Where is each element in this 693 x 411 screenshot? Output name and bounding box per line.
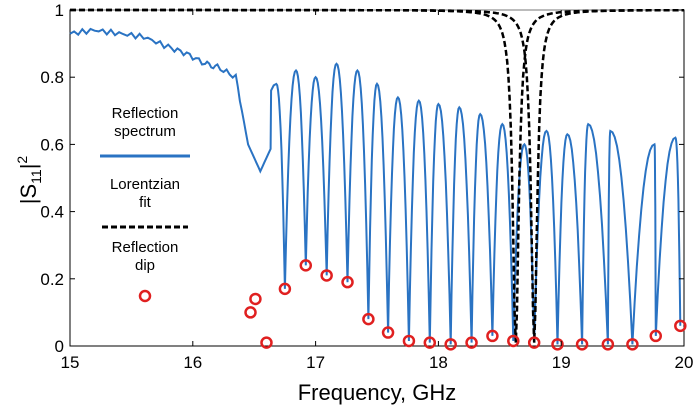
reflection-dip-marker	[649, 329, 663, 343]
reflection-dip-marker	[551, 338, 564, 351]
legend-label: Reflection	[112, 105, 179, 122]
lorentzian-fit-line	[70, 8, 684, 343]
reflection-dip-marker	[626, 338, 639, 351]
y-tick-label: 0.4	[40, 203, 64, 222]
y-tick-label: 1	[55, 1, 64, 20]
reflection-dip-marker	[381, 326, 395, 339]
y-tick-label: 0.8	[40, 68, 64, 87]
dip-layer	[244, 259, 687, 351]
y-tick-label: 0.6	[40, 135, 64, 154]
reflection-dip-marker	[402, 334, 416, 348]
y-axis-title-subscript: 11	[28, 169, 44, 184]
legend-label: spectrum	[114, 123, 176, 140]
reflection-layer	[69, 27, 682, 345]
reflection-dip-marker	[423, 336, 437, 349]
x-tick-label: 15	[61, 353, 80, 372]
reflection-dip-marker	[465, 336, 478, 349]
reflection-dip-marker	[444, 338, 457, 351]
x-tick-label: 19	[552, 353, 571, 372]
reflection-dip-marker	[341, 275, 354, 289]
y-axis-title-superscript: 2	[14, 156, 30, 164]
reflection-dip-marker	[575, 338, 589, 351]
reflection-dip-marker	[320, 269, 333, 282]
y-axis-title-end: |	[16, 164, 41, 170]
y-axis-title-main: |S	[16, 184, 41, 204]
y-axis-title: |S11|2	[14, 156, 44, 205]
reflection-dip-marker	[299, 259, 313, 272]
reflection-dip-marker	[527, 336, 541, 349]
x-tick-label: 17	[306, 353, 325, 372]
legend-label: dip	[135, 257, 155, 274]
x-tick-layer: 15 16 17 18 19 20	[61, 10, 693, 372]
legend: ReflectionspectrumLorentzianfitReflectio…	[90, 92, 206, 308]
reflection-dip-marker	[249, 292, 262, 306]
legend-background	[90, 92, 206, 308]
reflection-spectrum-line	[69, 27, 682, 345]
x-axis-title: Frequency, GHz	[298, 380, 457, 405]
reflection-dip-marker	[601, 338, 615, 351]
legend-label: Lorentzian	[110, 176, 180, 193]
reflection-dip-marker	[507, 334, 520, 348]
x-tick-label: 16	[183, 353, 202, 372]
reflection-dip-marker	[260, 336, 273, 349]
reflection-dip-marker	[244, 306, 257, 319]
legend-swatch-marker	[138, 289, 152, 303]
reflection-dip-marker	[674, 319, 687, 333]
x-tick-label: 18	[429, 353, 448, 372]
y-tick-label: 0.2	[40, 270, 64, 289]
lorentzian-layer	[70, 8, 684, 343]
reflection-dip-marker	[486, 329, 499, 343]
y-tick-label: 0	[55, 337, 64, 356]
legend-label: fit	[139, 194, 152, 211]
x-tick-label: 20	[675, 353, 693, 372]
legend-label: Reflection	[112, 239, 179, 256]
y-tick-layer: 0 0.2 0.4 0.6 0.8 1	[40, 1, 684, 356]
svg-text:|S11|2: |S11|2	[14, 156, 44, 205]
reflection-dip-marker	[278, 282, 292, 296]
reflection-dip-marker	[362, 312, 375, 326]
